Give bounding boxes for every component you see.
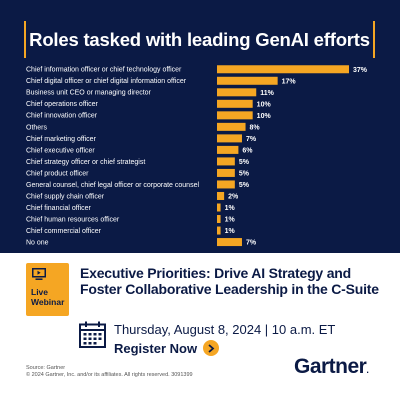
gartner-logo-text: Gartner [294, 355, 367, 378]
source-line: Source: Gartner [26, 365, 66, 371]
bar [217, 76, 278, 85]
category-label: No one [26, 239, 49, 246]
category-label: Others [26, 124, 48, 131]
value-label: 11% [260, 90, 274, 97]
bar [217, 145, 239, 154]
bar [217, 191, 225, 200]
webinar-monitor-icon [32, 268, 46, 280]
value-label: 5% [239, 159, 250, 166]
value-label: 10% [257, 101, 272, 108]
source-note: Source: Gartner © 2024 Gartner, Inc. and… [26, 365, 226, 379]
register-now-label[interactable]: Register Now [114, 340, 198, 356]
value-label: 1% [225, 228, 236, 235]
value-label: 1% [225, 205, 236, 212]
chart-title-box: Roles tasked with leading GenAI efforts [24, 21, 375, 58]
category-label: Chief strategy officer or chief strategi… [26, 159, 145, 166]
live-webinar-badge: Live Webinar [26, 263, 69, 316]
gartner-logo: Gartner. [294, 355, 369, 379]
bar [217, 65, 349, 74]
category-label: Chief executive officer [26, 147, 95, 154]
value-label: 2% [228, 193, 239, 200]
bar-chart: Chief information officer or chief techn… [26, 65, 368, 247]
bar [217, 99, 253, 108]
webinar-panel: Live Webinar Executive Priorities: Drive… [0, 253, 400, 400]
category-label: Chief information officer or chief techn… [26, 67, 182, 74]
bar [217, 226, 221, 235]
category-label: General counsel, chief legal officer or … [26, 182, 199, 189]
chart-panel: Roles tasked with leading GenAI efforts … [0, 0, 400, 253]
category-label: Chief human resources officer [26, 216, 120, 223]
category-label: Chief supply chain officer [26, 193, 105, 200]
category-label: Chief commercial officer [26, 228, 102, 235]
arrow-right-icon[interactable] [203, 340, 220, 356]
bar [217, 180, 235, 189]
category-label: Chief innovation officer [26, 113, 98, 120]
value-label: 5% [239, 182, 250, 189]
category-label: Chief product officer [26, 170, 89, 177]
bar [217, 134, 242, 143]
value-label: 7% [246, 136, 257, 143]
register-now-button[interactable]: Register Now [114, 340, 220, 356]
bar [217, 168, 235, 177]
value-label: 37% [353, 67, 368, 74]
bar [217, 122, 246, 131]
event-date: Thursday, August 8, 2024 | 10 a.m. ET [114, 322, 336, 337]
calendar-icon [79, 321, 106, 348]
category-label: Business unit CEO or managing director [26, 90, 152, 97]
bar [217, 111, 253, 120]
event-title: Executive Priorities: Drive AI Strategy … [80, 265, 379, 297]
value-label: 7% [246, 240, 257, 247]
category-label: Chief marketing officer [26, 136, 97, 143]
value-label: 6% [242, 147, 253, 154]
bar [217, 88, 257, 97]
value-label: 17% [282, 78, 297, 85]
live-webinar-label: Live Webinar [31, 287, 65, 307]
category-label: Chief digital officer or chief digital i… [26, 78, 187, 85]
chart-title: Roles tasked with leading GenAI efforts [29, 28, 370, 50]
category-label: Chief operations officer [26, 101, 99, 108]
value-label: 10% [257, 113, 272, 120]
bar [217, 203, 221, 212]
value-label: 1% [225, 217, 236, 224]
bar [217, 238, 242, 247]
bar [217, 215, 221, 224]
copyright-line: © 2024 Gartner, Inc. and/or its affiliat… [26, 372, 193, 378]
category-label: Chief financial officer [26, 205, 92, 212]
value-label: 5% [239, 170, 250, 177]
value-label: 8% [250, 124, 261, 131]
logo-dot: . [366, 365, 369, 375]
bar [217, 157, 235, 166]
